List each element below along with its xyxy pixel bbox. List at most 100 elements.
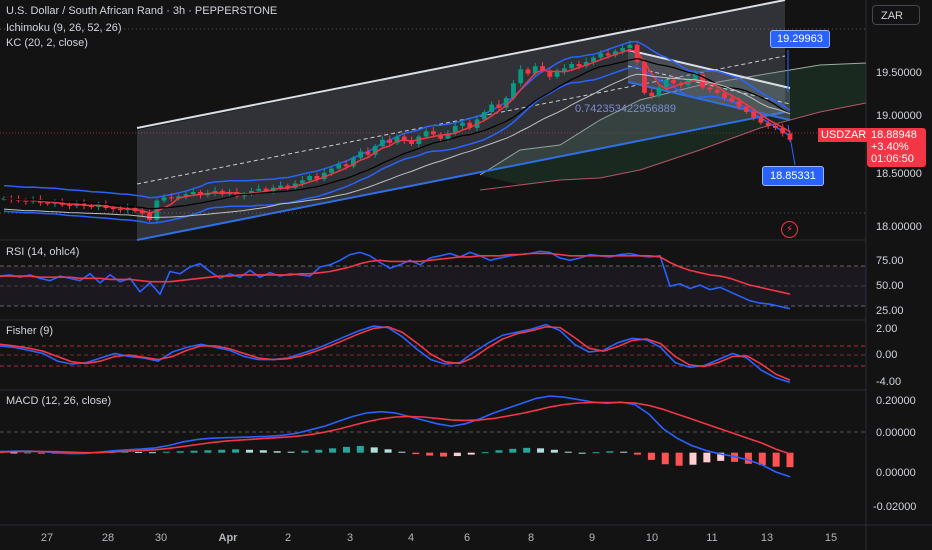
x-tick: 11 (706, 532, 718, 544)
lightning-icon[interactable]: ⚡ (781, 221, 798, 238)
channel-lower-line (136, 111, 786, 241)
x-tick: 2 (284, 532, 292, 544)
macd-histogram-bar (495, 450, 503, 453)
macd-histogram-bar (412, 452, 420, 455)
fisher-legend[interactable]: Fisher (9) (6, 325, 54, 337)
candle-body (729, 98, 735, 102)
candle-body (569, 64, 575, 69)
candle-body (467, 122, 473, 128)
candle-body (263, 188, 269, 191)
bar-countdown: 01:06:50 (871, 153, 914, 165)
macd-histogram-bar (606, 451, 614, 453)
kc-legend[interactable]: KC (20, 2, close) (6, 37, 88, 49)
channel-mid-line (136, 55, 786, 185)
rsi-legend[interactable]: RSI (14, ohlc4) (6, 246, 80, 258)
macd-histogram-bar (426, 452, 434, 456)
candle-body (663, 80, 669, 88)
macd-legend[interactable]: MACD (12, 26, close) (6, 395, 112, 407)
macd-histogram-bar (578, 452, 586, 454)
macd-histogram-bar (121, 451, 129, 453)
macd-histogram-bar (481, 452, 489, 454)
fisher-line (0, 323, 791, 384)
y-tick-main: 18.50000 (876, 168, 922, 180)
candle-body (110, 208, 116, 210)
candle-body (249, 190, 254, 195)
currency-selector[interactable]: ZAR (872, 5, 920, 25)
x-tick: 27 (40, 532, 54, 544)
candle-body (598, 53, 604, 58)
candle-body (496, 104, 502, 108)
y-tick-fisher: 0.00 (876, 349, 898, 361)
chart-title: U.S. Dollar / South African Rand · 3h · … (6, 5, 278, 17)
y-tick-macd: 0.00000 (876, 467, 916, 479)
candle-body (671, 80, 676, 84)
candle-body (576, 64, 582, 67)
candle-body (547, 70, 553, 77)
y-tick-fisher: 2.00 (876, 323, 898, 335)
candle-body (365, 151, 371, 155)
y-tick-main: 18.00000 (876, 221, 922, 233)
candle-body (168, 197, 174, 199)
macd-histogram-bar (342, 446, 350, 453)
candle-body (649, 92, 655, 96)
candle-body (307, 176, 313, 181)
candle-body (154, 200, 160, 220)
candle-body (198, 192, 203, 196)
x-tick: 10 (645, 532, 659, 544)
current-price-badge: 18.88948 +3.40% 01:06:50 (867, 128, 926, 167)
candle-body (401, 136, 407, 141)
y-tick-macd: 0.20000 (876, 395, 916, 407)
macd-histogram-bar (329, 448, 337, 453)
upper-target-label[interactable]: 19.29963 (770, 30, 830, 48)
candle-body (118, 209, 123, 211)
macd-histogram-bar (592, 452, 600, 454)
y-tick-rsi: 50.00 (876, 280, 904, 292)
candle-body (780, 128, 786, 134)
macd-histogram-bar (315, 449, 323, 453)
candle-body (423, 131, 429, 137)
candle-body (176, 196, 182, 199)
x-tick: 9 (588, 532, 596, 544)
candle-body (299, 180, 305, 184)
channel-upper-line (136, 0, 786, 129)
falling-channel (628, 50, 790, 120)
x-tick: Apr (218, 532, 238, 544)
candle-body (561, 68, 567, 72)
macd-histogram-bar (190, 450, 198, 453)
macd-histogram-bar (675, 452, 683, 466)
x-tick: 30 (154, 532, 168, 544)
x-tick: 8 (527, 532, 535, 544)
macd-histogram-bar (273, 451, 281, 453)
candle-body (314, 176, 320, 180)
macd-histogram-bar (661, 452, 669, 465)
candle-body (460, 122, 465, 126)
lower-target-label[interactable]: 18.85331 (762, 166, 824, 186)
candle-body (445, 133, 451, 139)
ichimoku-legend[interactable]: Ichimoku (9, 26, 52, 26) (6, 22, 122, 34)
candle-body (591, 57, 596, 62)
macd-histogram-bar (24, 452, 32, 454)
y-tick-main: 19.00000 (876, 110, 922, 122)
candle-body (452, 125, 458, 134)
candle-body (489, 104, 495, 112)
candle-body (394, 136, 400, 143)
candle-body (329, 168, 334, 173)
y-tick-macd: -0.02000 (873, 501, 917, 513)
candle-body (190, 192, 196, 195)
macd-histogram-bar (135, 451, 143, 453)
symbol-price-tag: USDZAR (818, 128, 870, 142)
macd-histogram-bar (232, 449, 240, 453)
y-tick-rsi: 75.00 (876, 255, 904, 267)
macd-histogram-bar (356, 445, 364, 453)
candle-body (438, 134, 444, 139)
candle-body (234, 192, 240, 197)
macd-histogram-bar (38, 452, 46, 454)
x-tick: 6 (463, 532, 471, 544)
candle-body (147, 213, 152, 220)
candle-body (627, 44, 633, 48)
macd-histogram-bar (717, 452, 725, 461)
rsi-signal-line (0, 252, 791, 295)
candle-body (642, 61, 647, 93)
y-tick-rsi: 25.00 (876, 305, 904, 317)
